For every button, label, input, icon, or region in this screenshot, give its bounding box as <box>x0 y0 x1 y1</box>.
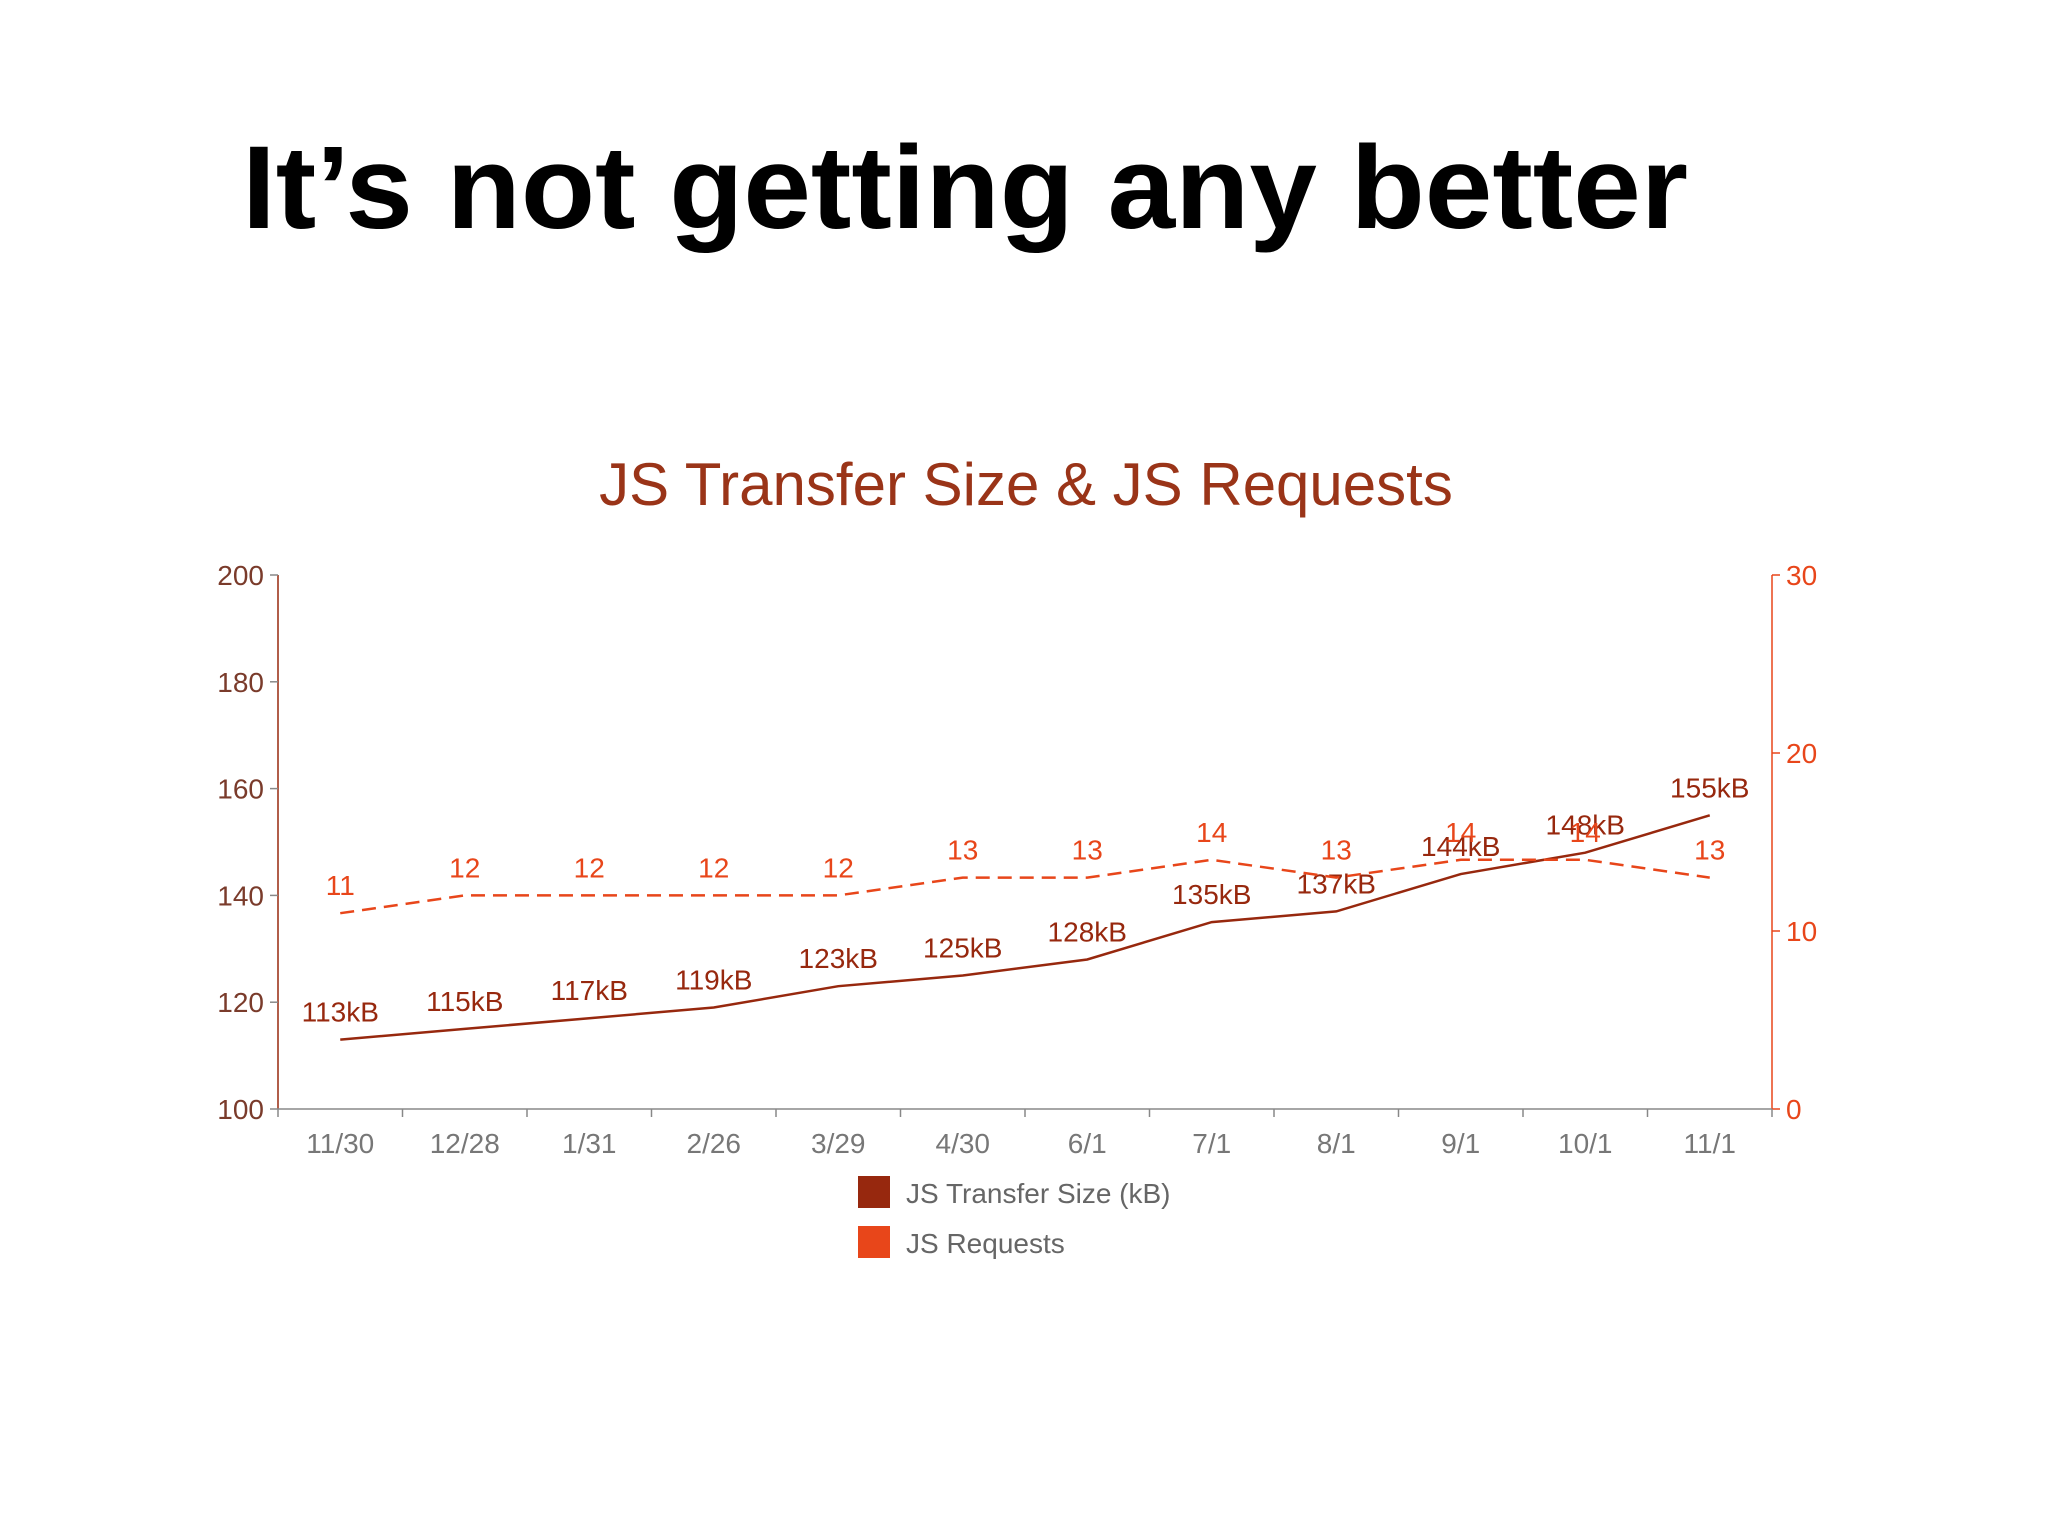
y-tick-label: 160 <box>217 774 264 805</box>
data-label: 135kB <box>1172 879 1251 910</box>
data-label: 12 <box>698 852 729 883</box>
data-label: 13 <box>1072 835 1103 866</box>
data-label: 14 <box>1445 817 1476 848</box>
data-label: 117kB <box>551 975 628 1006</box>
x-tick-label: 3/29 <box>811 1128 866 1159</box>
legend-label: JS Requests <box>906 1228 1065 1259</box>
y-tick-label: 200 <box>217 560 264 591</box>
data-label: 14 <box>1570 817 1601 848</box>
x-tick-label: 2/26 <box>687 1128 742 1159</box>
data-label: 113kB <box>302 997 379 1028</box>
series-line <box>340 814 1711 1041</box>
legend-label: JS Transfer Size (kB) <box>906 1178 1171 1209</box>
data-label: 144kB <box>1421 831 1500 862</box>
x-tick-label: 10/1 <box>1558 1128 1613 1159</box>
x-tick-label: 8/1 <box>1317 1128 1356 1159</box>
x-tick-label: 4/30 <box>936 1128 991 1159</box>
y-tick-label: 100 <box>217 1094 264 1125</box>
data-label: 14 <box>1196 817 1227 848</box>
data-label: 128kB <box>1048 916 1127 947</box>
y-tick-label: 120 <box>217 987 264 1018</box>
x-tick-label: 7/1 <box>1192 1128 1231 1159</box>
data-label: 155kB <box>1670 772 1749 803</box>
x-tick-label: 9/1 <box>1441 1128 1480 1159</box>
data-label: 125kB <box>923 933 1002 964</box>
slide-title: It’s not getting any better <box>242 122 1688 254</box>
x-tick-label: 6/1 <box>1068 1128 1107 1159</box>
legend-swatch <box>858 1176 890 1208</box>
data-label: 11 <box>326 870 355 901</box>
data-label: 13 <box>1694 835 1725 866</box>
y-tick-label: 140 <box>217 880 264 911</box>
data-label: 148kB <box>1546 810 1625 841</box>
chart-title: JS Transfer Size & JS Requests <box>599 451 1453 518</box>
x-tick-label: 1/31 <box>562 1128 617 1159</box>
y2-tick-label: 30 <box>1786 560 1817 591</box>
data-label: 12 <box>449 852 480 883</box>
x-tick-label: 12/28 <box>430 1128 500 1159</box>
data-label: 12 <box>823 852 854 883</box>
data-label: 123kB <box>799 943 878 974</box>
data-label: 119kB <box>675 965 752 996</box>
data-label: 115kB <box>426 986 503 1017</box>
data-label: 12 <box>574 852 605 883</box>
y-tick-label: 180 <box>217 667 264 698</box>
data-label: 13 <box>1321 835 1352 866</box>
legend-swatch <box>858 1226 890 1258</box>
series-line <box>340 858 1710 915</box>
y2-tick-label: 20 <box>1786 738 1817 769</box>
y2-tick-label: 10 <box>1786 916 1817 947</box>
x-tick-label: 11/1 <box>1684 1128 1736 1159</box>
y2-tick-label: 0 <box>1786 1094 1802 1125</box>
x-tick-label: 11/30 <box>306 1128 374 1159</box>
data-label: 13 <box>947 835 978 866</box>
